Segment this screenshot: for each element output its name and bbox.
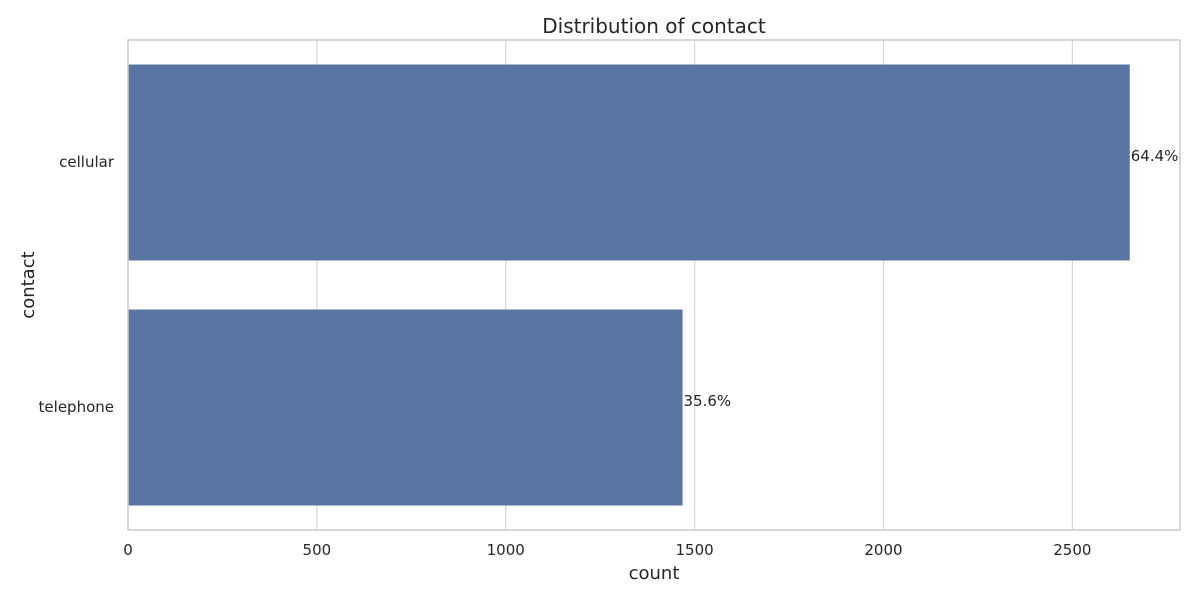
bars: [128, 64, 1130, 506]
x-tick-label: 0: [123, 541, 133, 559]
data-labels: 64.4% 35.6%: [684, 147, 1179, 410]
data-label: 64.4%: [1131, 147, 1179, 165]
plot-frame: [127, 39, 1181, 531]
bar-telephone: [128, 309, 683, 506]
tick-labels: cellular telephone 0 500 1000 1500 2000 2500: [39, 153, 1092, 559]
y-tick-label: telephone: [39, 398, 114, 416]
x-axis-label: count: [629, 563, 680, 584]
bar-cellular: [128, 64, 1130, 261]
x-tick-label: 1500: [676, 541, 714, 559]
x-tick-label: 500: [303, 541, 332, 559]
x-tick-label: 2000: [864, 541, 902, 559]
x-tick-label: 1000: [487, 541, 525, 559]
y-tick-label: cellular: [59, 153, 115, 171]
x-tick-label: 2500: [1053, 541, 1091, 559]
y-axis-label: contact: [18, 251, 39, 318]
chart-title: Distribution of contact: [542, 14, 766, 38]
data-label: 35.6%: [684, 392, 732, 410]
